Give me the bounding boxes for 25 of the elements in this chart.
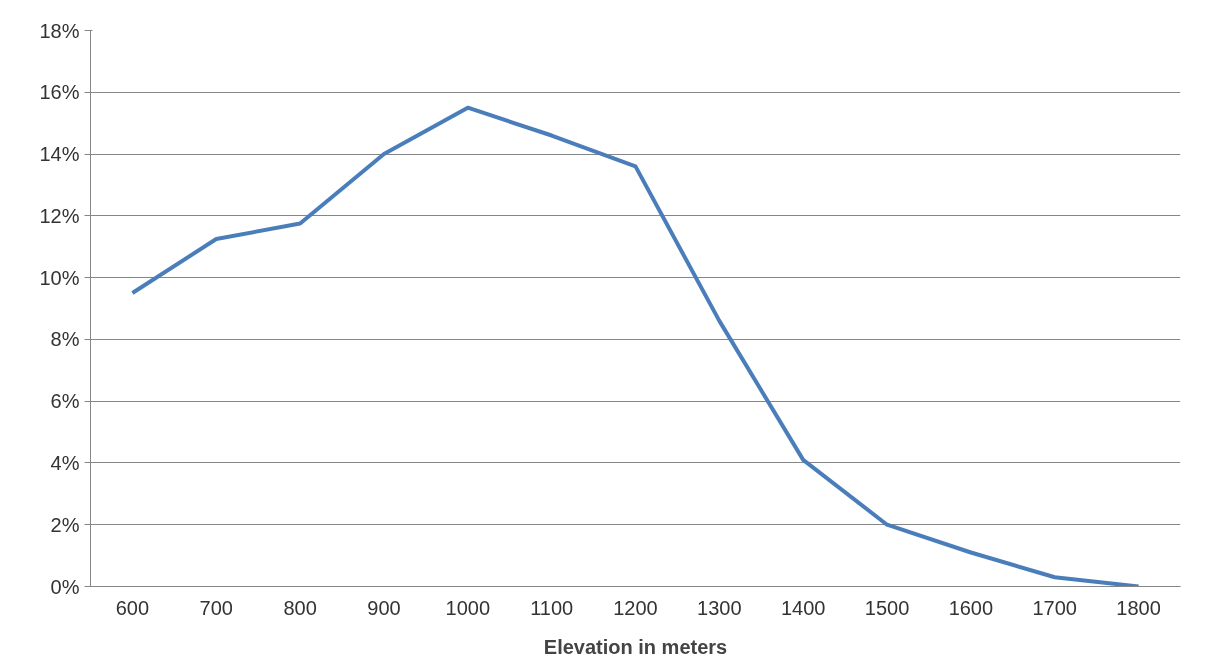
y-tick-label: 8% [50,328,80,351]
x-tick-label: 1300 [697,596,742,619]
x-tick-label: 1400 [780,596,826,619]
x-tick-label: 1100 [530,596,574,619]
y-tick-label: 14% [39,143,80,166]
y-tick-label: 2% [50,513,80,536]
x-tick-label: 1000 [445,596,491,619]
x-axis-title: Elevation in meters [543,635,728,658]
x-tick-label: 600 [115,596,150,619]
x-tick-label: 1700 [1032,596,1077,619]
y-tick-label: 12% [39,204,80,227]
x-tick-label: 800 [283,596,317,619]
y-tick-label: 6% [50,390,80,413]
x-tick-label: 1800 [1116,596,1161,619]
y-tick-label: 4% [50,451,80,474]
x-tick-label: 1600 [948,596,994,619]
y-tick-label: 0% [50,575,80,598]
y-tick-label: 16% [39,81,80,104]
x-tick-label: 1500 [864,596,910,619]
x-tick-label: 1200 [613,596,658,619]
line-series [130,105,1141,587]
y-tick-label: 18% [39,19,80,42]
x-tick-label: 700 [199,596,233,619]
y-tick-label: 10% [39,266,80,289]
x-tick-label: 900 [367,596,401,619]
